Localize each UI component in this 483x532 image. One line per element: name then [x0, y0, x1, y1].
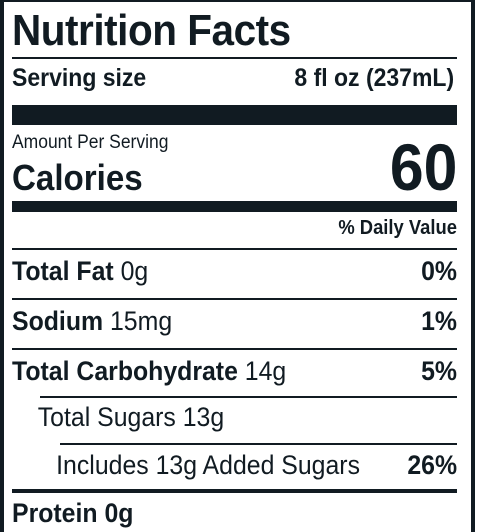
- divider: [40, 396, 457, 398]
- divider: [12, 348, 457, 350]
- nutrient-label: Total Fat 0g: [12, 256, 148, 287]
- divider: [60, 443, 457, 445]
- nutrient-name: Includes 13g Added Sugars: [56, 450, 360, 480]
- nutrition-facts-title: Nutrition Facts: [12, 6, 291, 55]
- nutrient-dv: 26%: [407, 450, 457, 480]
- calories-label: Calories: [12, 157, 143, 198]
- divider: [12, 248, 457, 250]
- divider: [12, 57, 457, 59]
- nutrient-dv: 0%: [421, 256, 457, 286]
- nutrient-name: Protein 0g: [12, 498, 134, 528]
- nutrient-amount: 0g: [120, 256, 149, 286]
- nutrient-label: Total Carbohydrate 14g: [12, 356, 286, 387]
- nutrient-row-protein: Protein 0g: [12, 498, 457, 529]
- nutrient-amount: 14g: [244, 356, 287, 386]
- serving-size-label: Serving size: [12, 64, 147, 92]
- thick-divider: [12, 105, 457, 125]
- amount-per-serving: Amount Per Serving: [12, 132, 169, 153]
- nutrient-dv: 1%: [421, 306, 457, 336]
- daily-value-header: % Daily Value: [338, 217, 457, 239]
- serving-size-row: Serving size 8 fl oz (237mL): [12, 64, 454, 93]
- medium-divider: [12, 201, 457, 212]
- nutrient-amount: 15mg: [109, 306, 173, 336]
- nutrient-dv: 5%: [421, 356, 457, 386]
- divider: [12, 298, 457, 300]
- serving-size-value: 8 fl oz (237mL): [294, 64, 455, 92]
- nutrient-row-total-carbohydrate: Total Carbohydrate 14g 5%: [12, 356, 457, 387]
- nutrient-name: Total Carbohydrate: [12, 356, 238, 386]
- calories-value: 60: [389, 130, 457, 204]
- nutrient-row-sodium: Sodium 15mg 1%: [12, 306, 457, 337]
- divider: [12, 489, 457, 493]
- nutrient-row-added-sugars: Includes 13g Added Sugars 26%: [12, 450, 457, 481]
- nutrient-label: Sodium 15mg: [12, 306, 172, 337]
- nutrient-name: Total Sugars 13g: [37, 402, 225, 432]
- nutrient-name: Sodium: [12, 306, 104, 336]
- nutrient-row-total-sugars: Total Sugars 13g: [12, 402, 457, 433]
- nutrient-name: Total Fat: [12, 256, 114, 286]
- nutrient-row-total-fat: Total Fat 0g 0%: [12, 256, 457, 287]
